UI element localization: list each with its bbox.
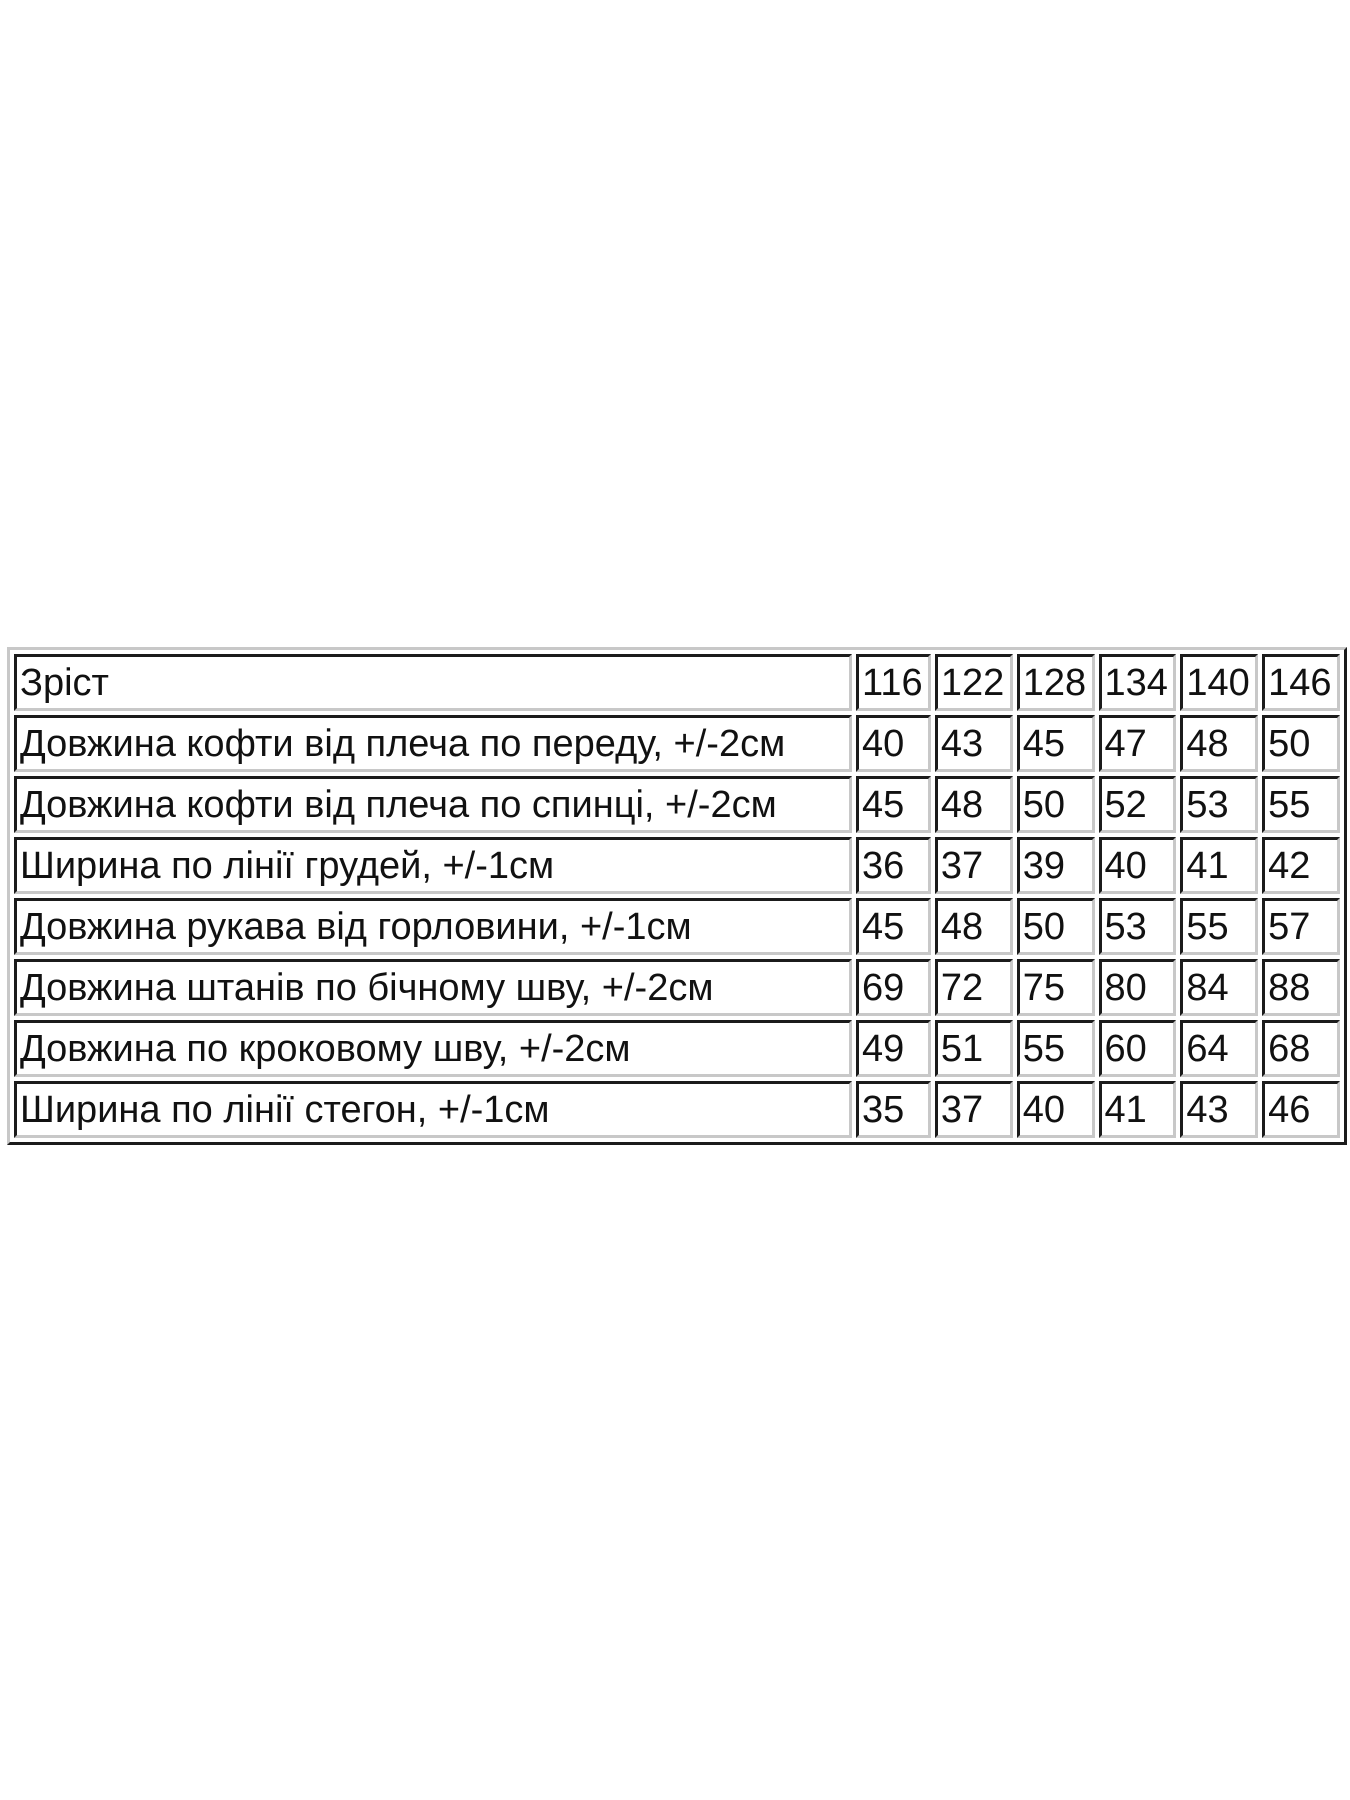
cell-value: 140: [1180, 654, 1259, 711]
row-label: Довжина рукава від горловини, +/-1см: [14, 898, 852, 955]
cell-value: 48: [934, 776, 1013, 833]
row-label: Довжина по кроковому шву, +/-2см: [14, 1020, 852, 1077]
size-chart-table: Зріст 116 122 128 134 140 146 Довжина кофти від…: [7, 647, 1347, 1145]
table-row: Ширина по лінії стегон, +/-1см 35 37 40 41 43…: [14, 1081, 1340, 1138]
cell-value: 39: [1016, 837, 1095, 894]
cell-value: 41: [1098, 1081, 1177, 1138]
row-label: Довжина кофти від плеча по переду, +/-2с…: [14, 715, 852, 772]
cell-value: 50: [1016, 898, 1095, 955]
cell-value: 53: [1180, 776, 1259, 833]
cell-value: 57: [1262, 898, 1340, 955]
row-label: Довжина штанів по бічному шву, +/-2см: [14, 959, 852, 1016]
row-label: Ширина по лінії грудей, +/-1см: [14, 837, 852, 894]
cell-value: 69: [856, 959, 931, 1016]
cell-value: 53: [1098, 898, 1177, 955]
cell-value: 52: [1098, 776, 1177, 833]
cell-value: 134: [1098, 654, 1177, 711]
cell-value: 35: [856, 1081, 931, 1138]
table-row: Довжина штанів по бічному шву, +/-2см 69 7…: [14, 959, 1340, 1016]
table-row: Довжина по кроковому шву, +/-2см 49 51 55 60…: [14, 1020, 1340, 1077]
cell-value: 45: [1016, 715, 1095, 772]
cell-value: 47: [1098, 715, 1177, 772]
cell-value: 55: [1262, 776, 1340, 833]
cell-value: 55: [1180, 898, 1259, 955]
table-row: Довжина кофти від плеча по спинці, +/-2с…: [14, 776, 1340, 833]
cell-value: 68: [1262, 1020, 1340, 1077]
cell-value: 45: [856, 898, 931, 955]
cell-value: 42: [1262, 837, 1340, 894]
cell-value: 64: [1180, 1020, 1259, 1077]
row-label: Ширина по лінії стегон, +/-1см: [14, 1081, 852, 1138]
cell-value: 51: [934, 1020, 1013, 1077]
cell-value: 48: [934, 898, 1013, 955]
size-chart-body: Зріст 116 122 128 134 140 146 Довжина кофти від…: [14, 654, 1340, 1138]
cell-value: 49: [856, 1020, 931, 1077]
cell-value: 146: [1262, 654, 1340, 711]
cell-value: 37: [934, 837, 1013, 894]
cell-value: 128: [1016, 654, 1095, 711]
cell-value: 122: [934, 654, 1013, 711]
cell-value: 80: [1098, 959, 1177, 1016]
cell-value: 75: [1016, 959, 1095, 1016]
cell-value: 46: [1262, 1081, 1340, 1138]
cell-value: 88: [1262, 959, 1340, 1016]
cell-value: 41: [1180, 837, 1259, 894]
cell-value: 40: [1016, 1081, 1095, 1138]
cell-value: 50: [1016, 776, 1095, 833]
cell-value: 72: [934, 959, 1013, 1016]
cell-value: 36: [856, 837, 931, 894]
cell-value: 40: [856, 715, 931, 772]
table-row: Довжина рукава від горловини, +/-1см 45 48…: [14, 898, 1340, 955]
cell-value: 55: [1016, 1020, 1095, 1077]
cell-value: 45: [856, 776, 931, 833]
cell-value: 60: [1098, 1020, 1177, 1077]
row-label: Довжина кофти від плеча по спинці, +/-2с…: [14, 776, 852, 833]
cell-value: 84: [1180, 959, 1259, 1016]
cell-value: 43: [934, 715, 1013, 772]
cell-value: 116: [856, 654, 931, 711]
cell-value: 50: [1262, 715, 1340, 772]
cell-value: 43: [1180, 1081, 1259, 1138]
table-row: Ширина по лінії грудей, +/-1см 36 37 39 40 41…: [14, 837, 1340, 894]
row-label: Зріст: [14, 654, 852, 711]
header-row: Зріст 116 122 128 134 140 146: [14, 654, 1340, 711]
table-row: Довжина кофти від плеча по переду, +/-2с…: [14, 715, 1340, 772]
cell-value: 48: [1180, 715, 1259, 772]
cell-value: 40: [1098, 837, 1177, 894]
cell-value: 37: [934, 1081, 1013, 1138]
